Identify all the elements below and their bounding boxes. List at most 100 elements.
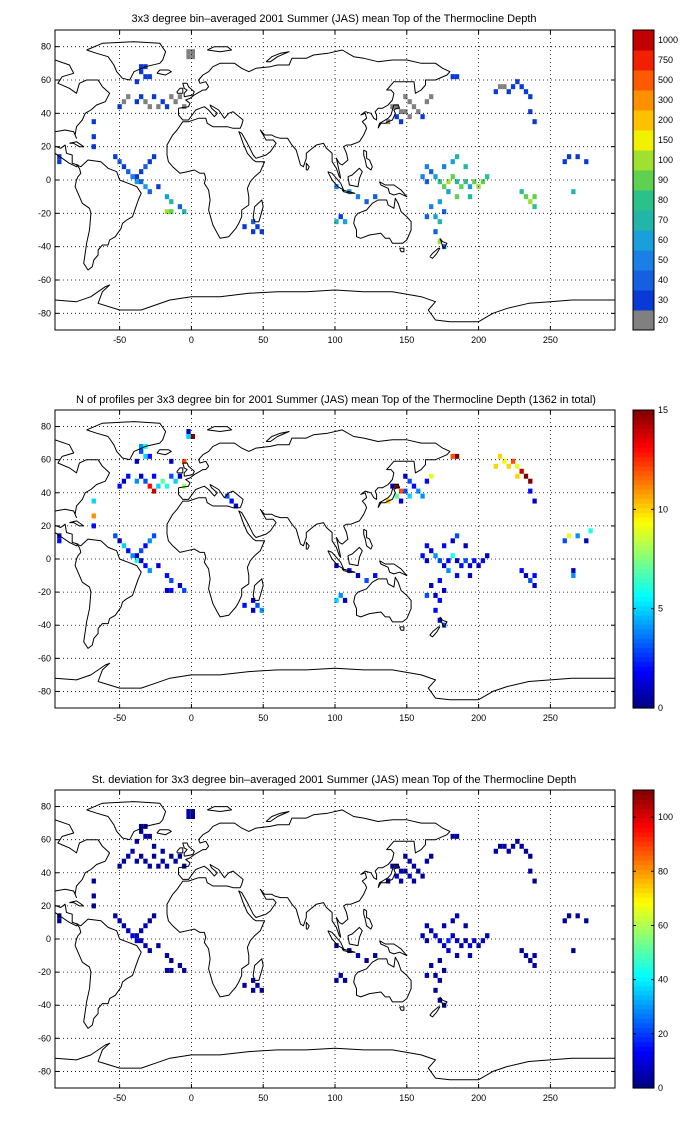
x-tick-label: 250 [543, 1093, 558, 1103]
x-tick-label: 0 [189, 335, 194, 345]
colorbar-swatch [633, 475, 654, 481]
y-tick-label: -60 [38, 1033, 51, 1043]
y-tick-label: -40 [38, 242, 51, 252]
data-cell [190, 434, 195, 439]
data-cell [497, 84, 503, 90]
y-tick-label: 60 [41, 455, 51, 465]
data-cell [571, 568, 576, 574]
data-cell [394, 863, 399, 869]
profiles-count-panel: N of profiles per 3x3 degree bin for 200… [38, 394, 668, 723]
data-cell [519, 189, 524, 195]
colorbar-swatch [633, 794, 654, 800]
data-cell [523, 194, 529, 200]
data-cell [394, 873, 399, 879]
data-cell [433, 987, 438, 993]
data-cell [510, 84, 516, 90]
colorbar-swatch [633, 803, 654, 810]
coastline-north-america [55, 819, 111, 927]
data-cell [429, 94, 434, 100]
data-cell [562, 538, 567, 544]
colorbar-tick-label: 0 [658, 703, 663, 713]
coastline-britain [182, 82, 195, 98]
data-cell [454, 938, 460, 944]
data-cell [147, 104, 152, 110]
data-cell [463, 923, 468, 929]
data-cell [334, 219, 339, 225]
data-cell [134, 558, 139, 564]
coastline-south-america [74, 159, 142, 271]
colorbar-swatch [633, 470, 654, 476]
coastline-tasmania [399, 247, 405, 253]
colorbar-swatch [633, 310, 654, 331]
data-cell [121, 543, 127, 549]
data-cell [143, 923, 148, 929]
data-cell [398, 878, 404, 884]
data-cell [437, 938, 442, 944]
coastline-iceland [156, 829, 172, 836]
coastline-madagascar [252, 578, 264, 601]
data-cell [515, 463, 520, 469]
data-cell [407, 99, 412, 105]
data-cell [164, 953, 170, 959]
data-cell [169, 473, 174, 479]
data-cell [342, 597, 348, 603]
data-cell [143, 858, 148, 864]
colorbar-swatch [633, 1022, 654, 1029]
data-cell [186, 429, 191, 435]
colorbar-swatch [633, 572, 654, 579]
data-cell [502, 84, 507, 90]
data-cell [497, 843, 503, 849]
data-cell [403, 473, 408, 479]
coastline-novaya-zemlya [265, 431, 290, 442]
colorbar-swatch [633, 962, 654, 968]
data-cell [177, 963, 183, 968]
data-cell [139, 169, 144, 175]
data-cells [57, 49, 589, 250]
colorbar-tick-label: 300 [658, 95, 673, 105]
colorbar-swatch [633, 554, 654, 560]
colorbar-swatch [633, 591, 654, 597]
data-cell [91, 513, 96, 519]
data-cell [130, 848, 135, 854]
colorbar-swatch [633, 680, 654, 686]
coastline-new-zealand-north [439, 996, 448, 1008]
coastline-eurasia-africa [166, 49, 451, 239]
colorbar-swatch [633, 493, 654, 500]
colorbar-swatch [633, 906, 654, 912]
data-cell [342, 977, 348, 983]
x-tick-label: 150 [399, 335, 414, 345]
colorbar-swatch [633, 990, 654, 996]
data-cell [437, 199, 442, 205]
colorbar: 0 5 10 15 [632, 405, 668, 713]
data-cell [575, 154, 580, 160]
depth-panel: 3x3 degree bin–averaged 2001 Summer (JAS… [38, 13, 678, 345]
data-cell [403, 868, 408, 874]
colorbar-swatch [633, 999, 654, 1005]
colorbar-swatch [633, 638, 654, 644]
data-cell [139, 473, 144, 479]
colorbar-swatch [633, 1074, 654, 1080]
colorbar-swatch [633, 531, 654, 537]
colorbar-tick-label: 0 [658, 1083, 663, 1093]
data-cell [139, 448, 144, 454]
data-cell [147, 538, 152, 544]
data-cell [143, 943, 148, 949]
data-cell [177, 204, 183, 210]
colorbar-swatch [633, 410, 654, 416]
data-cell [259, 987, 264, 993]
data-cell [113, 533, 118, 539]
data-cell [429, 853, 434, 859]
coastline-japan [377, 484, 401, 508]
data-cell [523, 848, 529, 854]
colorbar-swatch [633, 442, 654, 448]
data-cell [143, 543, 148, 549]
colorbar-swatch [633, 451, 654, 458]
coastline-new-zealand-north [439, 616, 448, 628]
colorbar-swatch [633, 512, 654, 518]
data-cell [143, 563, 148, 569]
data-cell [424, 99, 430, 105]
colorbar-swatch [633, 503, 654, 509]
colorbar-swatch [633, 577, 654, 583]
data-cell [139, 828, 144, 834]
data-cell [584, 538, 589, 544]
